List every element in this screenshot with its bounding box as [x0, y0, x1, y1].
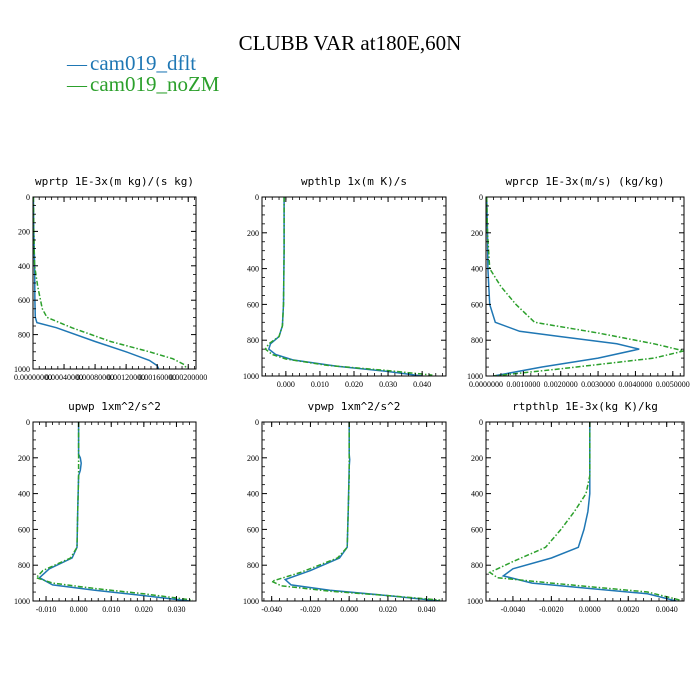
y-tick-label: 800: [247, 561, 259, 570]
y-tick-label: 400: [471, 265, 483, 274]
series-line-dflt: [283, 422, 441, 601]
y-tick-label: 200: [471, 229, 483, 238]
x-tick-label: 0.00080000: [76, 373, 114, 382]
y-tick-label: 200: [18, 227, 30, 236]
y-tick-label: 600: [247, 525, 259, 534]
x-tick-label: 0.0050000: [656, 380, 690, 389]
y-tick-label: 1000: [14, 597, 30, 606]
y-tick-label: 400: [18, 262, 30, 271]
y-tick-label: 800: [247, 336, 259, 345]
y-tick-label: 400: [471, 490, 483, 499]
panel-title: vpwp 1xm^2/s^2: [308, 400, 401, 413]
x-tick-label: 0.00200000: [169, 373, 207, 382]
x-tick-label: 0.030: [379, 380, 397, 389]
y-tick-label: 0: [26, 193, 30, 202]
panel-title: upwp 1xm^2/s^2: [68, 400, 161, 413]
x-tick-label: -0.040: [261, 605, 282, 614]
x-tick-label: 0.000: [340, 605, 358, 614]
x-tick-label: 0.000: [70, 605, 88, 614]
series-line-dflt: [501, 422, 677, 601]
figure-title: CLUBB VAR at180E,60N: [239, 31, 462, 55]
x-tick-label: 0.020: [135, 605, 153, 614]
series-line-nozm: [269, 422, 441, 601]
x-tick-label: 0.030: [167, 605, 185, 614]
y-tick-label: 800: [18, 561, 30, 570]
x-tick-label: 0.000: [277, 380, 295, 389]
legend-dash-nozm: —: [66, 74, 88, 96]
x-tick-label: 0.0000: [579, 605, 601, 614]
y-tick-label: 600: [18, 525, 30, 534]
series-line-dflt: [38, 422, 190, 601]
y-tick-label: 0: [26, 418, 30, 427]
legend-dash-dflt: —: [66, 53, 88, 75]
series-line-dflt: [486, 197, 640, 376]
x-tick-label: 0.040: [413, 380, 431, 389]
series-line-nozm: [486, 197, 684, 376]
x-tick-label: 0.00000000: [14, 373, 52, 382]
panel-5: rtpthlp 1E-3x(kg K)/kg 0 200 400 600 800 1000 -…: [467, 400, 685, 614]
x-tick-label: -0.0020: [539, 605, 564, 614]
y-tick-label: 600: [247, 300, 259, 309]
y-tick-label: 600: [18, 296, 30, 305]
x-tick-label: -0.010: [36, 605, 57, 614]
y-tick-label: 200: [247, 454, 259, 463]
y-tick-label: 0: [255, 418, 259, 427]
figure-legend: — cam019_dflt — cam019_noZM: [66, 51, 220, 96]
y-tick-label: 200: [247, 229, 259, 238]
y-tick-label: 1000: [467, 597, 483, 606]
y-tick-label: 200: [471, 454, 483, 463]
y-tick-label: 800: [18, 331, 30, 340]
legend-label-dflt: cam019_dflt: [90, 51, 196, 75]
y-tick-label: 0: [255, 193, 259, 202]
x-tick-label: 0.020: [345, 380, 363, 389]
series-line-nozm: [33, 197, 188, 369]
panel-title: wprcp 1E-3x(m/s) (kg/kg): [506, 175, 665, 188]
y-tick-label: 600: [471, 525, 483, 534]
x-tick-label: 0.0040000: [618, 380, 652, 389]
x-tick-label: 0.00040000: [45, 373, 83, 382]
y-tick-label: 600: [471, 300, 483, 309]
y-tick-label: 0: [479, 418, 483, 427]
series-line-nozm: [34, 422, 193, 601]
x-tick-label: 0.010: [311, 380, 329, 389]
x-tick-label: -0.0040: [501, 605, 526, 614]
panel-4: vpwp 1xm^2/s^2 0 200 400 600 800 1000-0.040 -0.…: [243, 400, 447, 614]
y-tick-label: 200: [18, 454, 30, 463]
y-tick-label: 400: [247, 265, 259, 274]
x-tick-label: 0.040: [418, 605, 436, 614]
x-tick-label: 0.020: [379, 605, 397, 614]
y-tick-label: 400: [18, 490, 30, 499]
panel-0: wprtp 1E-3x(m kg)/(s kg) 0 200 400 600 800 100…: [14, 175, 207, 382]
y-tick-label: 1000: [14, 365, 30, 374]
y-tick-label: 1000: [467, 372, 483, 381]
panel-1: wpthlp 1x(m K)/s 0 200 400 600 800 1000 0.000 0.…: [243, 175, 447, 389]
x-tick-label: 0.00120000: [107, 373, 145, 382]
y-tick-label: 800: [471, 336, 483, 345]
x-tick-label: 0.00160000: [138, 373, 176, 382]
x-tick-label: 0.0010000: [506, 380, 540, 389]
y-tick-label: 0: [479, 193, 483, 202]
panel-title: rtpthlp 1E-3x(kg K)/kg: [512, 400, 658, 413]
x-tick-label: 0.0040: [656, 605, 678, 614]
panel-title: wprtp 1E-3x(m kg)/(s kg): [35, 175, 194, 188]
x-tick-label: 0.010: [102, 605, 120, 614]
series-line-nozm: [264, 197, 433, 376]
legend-label-nozm: cam019_noZM: [90, 72, 220, 96]
y-tick-label: 1000: [243, 597, 259, 606]
y-tick-label: 400: [247, 490, 259, 499]
y-tick-label: 1000: [243, 372, 259, 381]
panel-3: upwp 1xm^2/s^2 0 200 400 600 800 1000 -0.010 0.0…: [14, 400, 197, 614]
panel-2: wprcp 1E-3x(m/s) (kg/kg) 0 200 400 600 800 100…: [467, 175, 690, 389]
x-tick-label: 0.0020: [617, 605, 639, 614]
panel-title: wpthlp 1x(m K)/s: [301, 175, 407, 188]
x-tick-label: 0.0030000: [581, 380, 615, 389]
y-tick-label: 800: [471, 561, 483, 570]
x-tick-label: 0.0020000: [544, 380, 578, 389]
panels: wprtp 1E-3x(m kg)/(s kg) 0 200 400 600 800 100…: [14, 175, 690, 614]
x-tick-label: 0.0000000: [469, 380, 503, 389]
x-tick-label: -0.020: [300, 605, 321, 614]
